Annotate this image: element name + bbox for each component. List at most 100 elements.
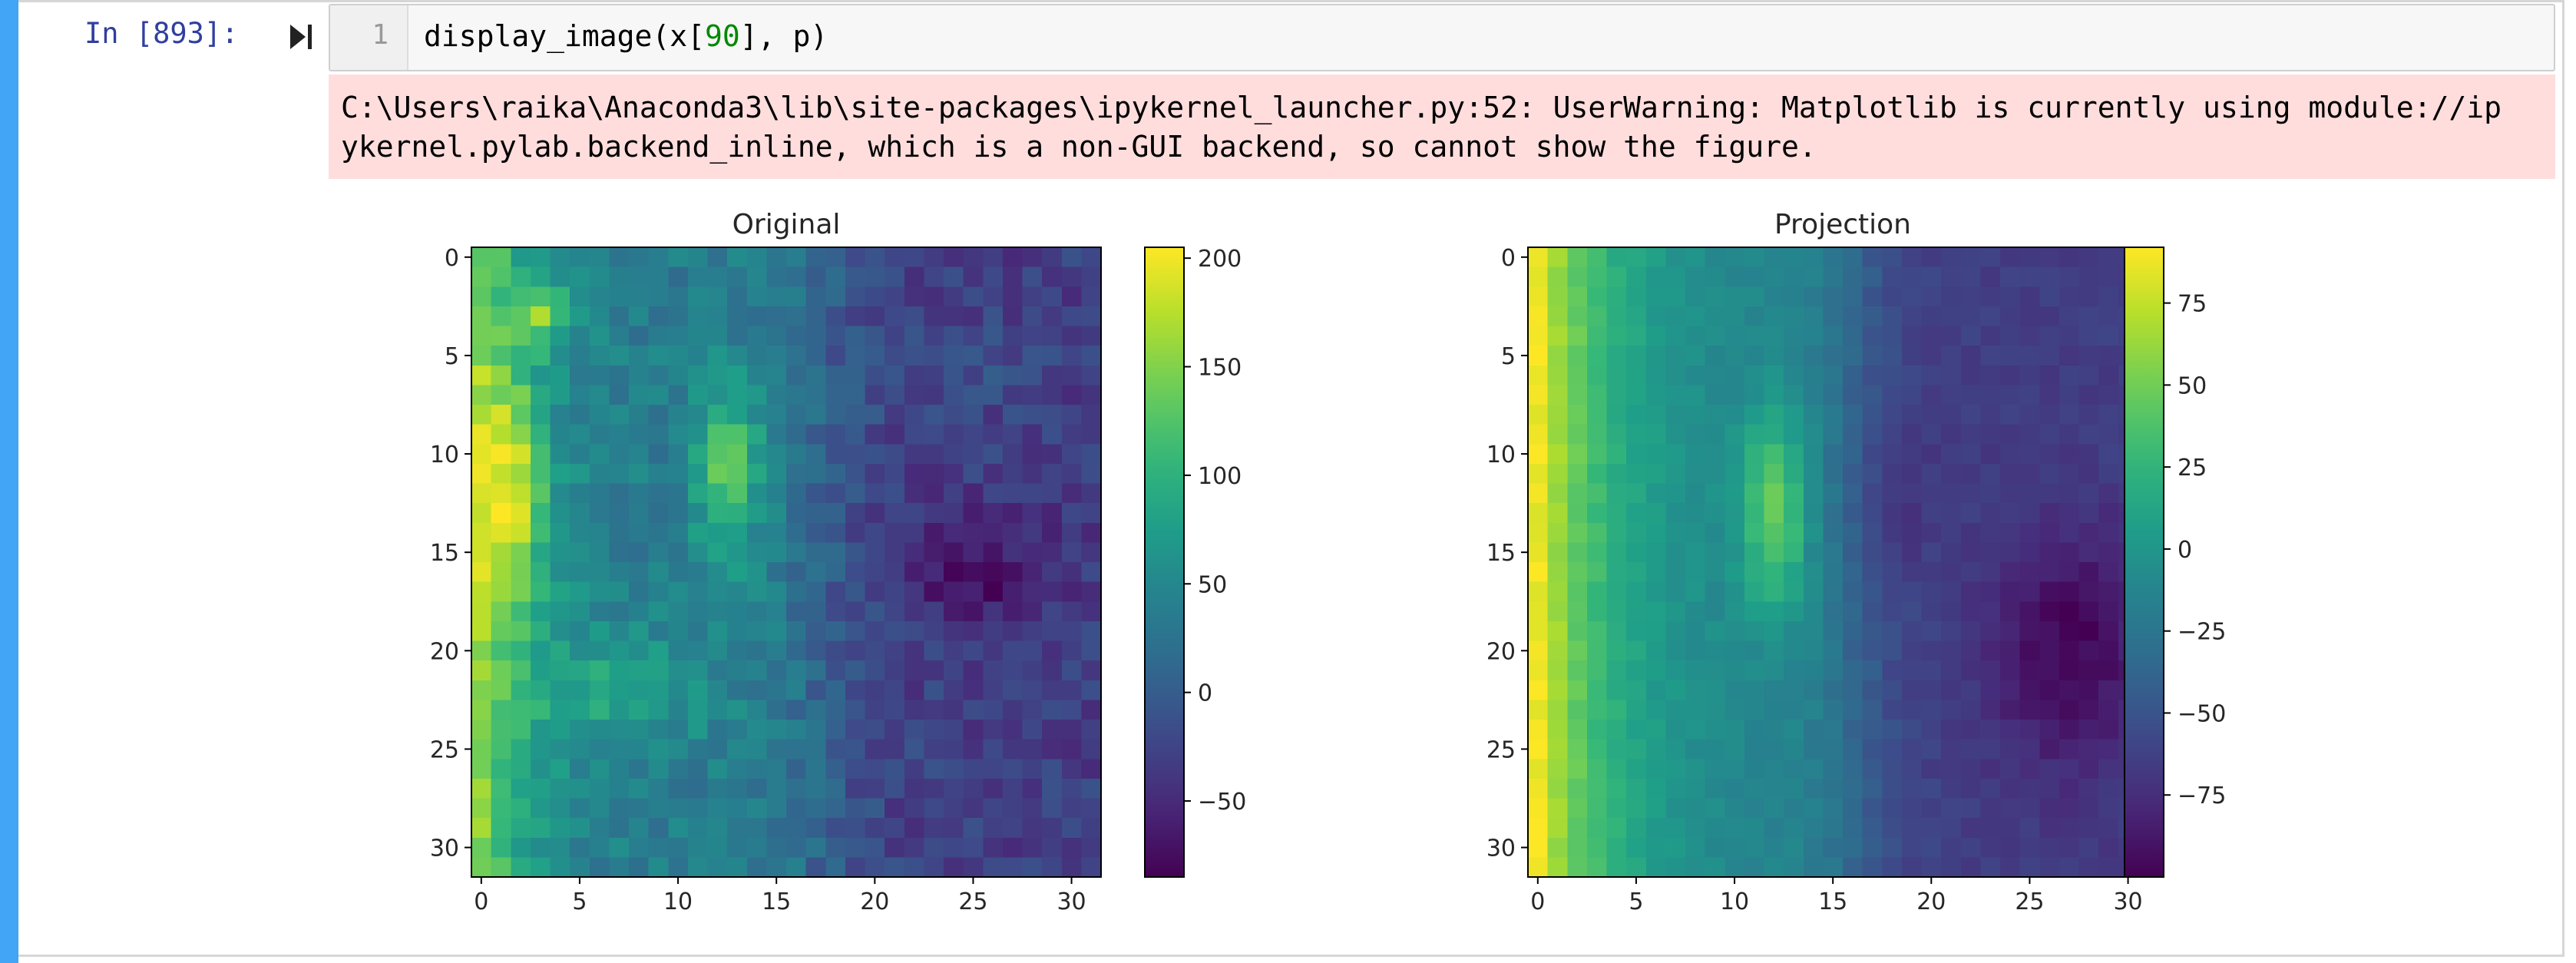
heatmap-cell bbox=[2098, 640, 2119, 661]
heatmap-cell bbox=[511, 542, 531, 563]
heatmap-cell bbox=[1705, 660, 1725, 681]
heatmap-cell bbox=[1901, 739, 1923, 759]
heatmap-cell bbox=[1823, 620, 1844, 642]
heatmap-cell bbox=[609, 365, 630, 386]
y-tick-label: 0 bbox=[1501, 245, 1516, 272]
heatmap-cell bbox=[865, 503, 885, 524]
heatmap-cell bbox=[766, 818, 787, 839]
heatmap-cell bbox=[1882, 739, 1903, 759]
heatmap-cell bbox=[1547, 700, 1568, 720]
heatmap-cell bbox=[1724, 640, 1745, 661]
heatmap-cell bbox=[570, 542, 590, 563]
run-cell-icon[interactable] bbox=[290, 22, 313, 52]
code-line[interactable]: display_image(x[90], p) bbox=[424, 19, 828, 53]
heatmap-cell bbox=[2039, 562, 2060, 583]
heatmap-cell bbox=[648, 680, 669, 700]
heatmap-cell bbox=[924, 346, 944, 366]
heatmap-cell bbox=[668, 581, 689, 602]
heatmap-cell bbox=[805, 424, 826, 445]
heatmap-cell bbox=[963, 424, 984, 445]
heatmap-cell bbox=[1042, 680, 1063, 700]
heatmap-cell bbox=[766, 405, 787, 425]
heatmap-cell bbox=[1941, 266, 1962, 287]
heatmap-cell bbox=[668, 739, 689, 759]
heatmap-cell bbox=[1724, 247, 1745, 268]
heatmap-cell bbox=[845, 720, 866, 740]
heatmap-cell bbox=[1547, 503, 1568, 524]
heatmap-cell bbox=[1626, 739, 1647, 759]
heatmap-cell bbox=[1921, 818, 1942, 839]
heatmap-cell bbox=[1744, 306, 1765, 327]
heatmap-cell bbox=[1586, 522, 1608, 543]
heatmap-cell bbox=[1901, 660, 1923, 681]
heatmap-cell bbox=[1980, 405, 2001, 425]
heatmap-cell bbox=[2039, 346, 2060, 366]
heatmap-cell bbox=[2098, 818, 2119, 839]
heatmap-cell bbox=[1724, 385, 1745, 405]
heatmap-cell bbox=[550, 247, 570, 268]
heatmap-cell bbox=[629, 483, 650, 504]
heatmap-cell bbox=[2039, 837, 2060, 858]
heatmap-cell bbox=[924, 857, 944, 878]
heatmap-cell bbox=[963, 405, 984, 425]
heatmap-cell bbox=[983, 720, 1004, 740]
heatmap-cell bbox=[2098, 778, 2119, 799]
heatmap-cell bbox=[2039, 857, 2060, 878]
heatmap-cell bbox=[471, 720, 492, 740]
heatmap-cell bbox=[1960, 759, 1981, 779]
heatmap-cell bbox=[983, 581, 1004, 602]
heatmap-cell bbox=[609, 620, 630, 642]
heatmap-cell bbox=[805, 503, 826, 524]
heatmap-cell bbox=[668, 463, 689, 485]
heatmap-cell bbox=[1803, 405, 1824, 425]
heatmap-cell bbox=[2019, 759, 2040, 779]
heatmap-cell bbox=[865, 346, 885, 366]
heatmap-cell bbox=[727, 346, 748, 366]
heatmap-cell bbox=[471, 778, 492, 799]
heatmap-cell bbox=[1586, 778, 1608, 799]
heatmap-cell bbox=[1002, 562, 1023, 583]
heatmap-cell bbox=[550, 660, 570, 681]
heatmap-cell bbox=[924, 837, 944, 858]
heatmap-cell bbox=[2039, 365, 2060, 386]
stderr-line-1: C:\Users\raika\Anaconda3\lib\site-packag… bbox=[341, 91, 2502, 124]
heatmap-cell bbox=[1921, 463, 1942, 485]
heatmap-cell bbox=[668, 818, 689, 839]
heatmap-cell bbox=[2019, 700, 2040, 720]
heatmap-cell bbox=[1626, 837, 1647, 858]
heatmap-cell bbox=[471, 837, 492, 858]
heatmap-cell bbox=[1764, 818, 1784, 839]
heatmap-cell bbox=[1606, 483, 1627, 504]
heatmap-cell bbox=[1645, 247, 1666, 268]
heatmap-cell bbox=[2078, 483, 2099, 504]
heatmap-cell bbox=[1724, 759, 1745, 779]
heatmap-cell bbox=[1803, 326, 1824, 346]
heatmap-cell bbox=[687, 739, 709, 759]
heatmap-cell bbox=[1528, 857, 1549, 878]
heatmap-cell bbox=[511, 463, 531, 485]
heatmap-cell bbox=[885, 247, 905, 268]
colorbar-tick-label: 150 bbox=[1198, 355, 1242, 382]
heatmap-cell bbox=[1941, 660, 1962, 681]
heatmap-cell bbox=[865, 739, 885, 759]
code-editor[interactable]: 1 display_image(x[90], p) bbox=[329, 4, 2555, 71]
heatmap-cell bbox=[1626, 680, 1647, 700]
heatmap-cell bbox=[2019, 503, 2040, 524]
heatmap-cell bbox=[1882, 759, 1903, 779]
heatmap-cell bbox=[530, 542, 551, 563]
heatmap-cell bbox=[1645, 346, 1666, 366]
heatmap-cell bbox=[491, 778, 511, 799]
heatmap-cell bbox=[924, 522, 944, 543]
heatmap-cell bbox=[1586, 620, 1608, 642]
heatmap-cell bbox=[944, 680, 964, 700]
heatmap-cell bbox=[746, 306, 767, 327]
heatmap-cell bbox=[924, 385, 944, 405]
heatmap-cell bbox=[2000, 365, 2021, 386]
heatmap-cell bbox=[1022, 463, 1043, 485]
heatmap-cell bbox=[904, 483, 924, 504]
heatmap-cell bbox=[491, 483, 511, 504]
heatmap-cell bbox=[707, 720, 728, 740]
heatmap-cell bbox=[1764, 266, 1784, 287]
heatmap-cell bbox=[1862, 680, 1883, 700]
